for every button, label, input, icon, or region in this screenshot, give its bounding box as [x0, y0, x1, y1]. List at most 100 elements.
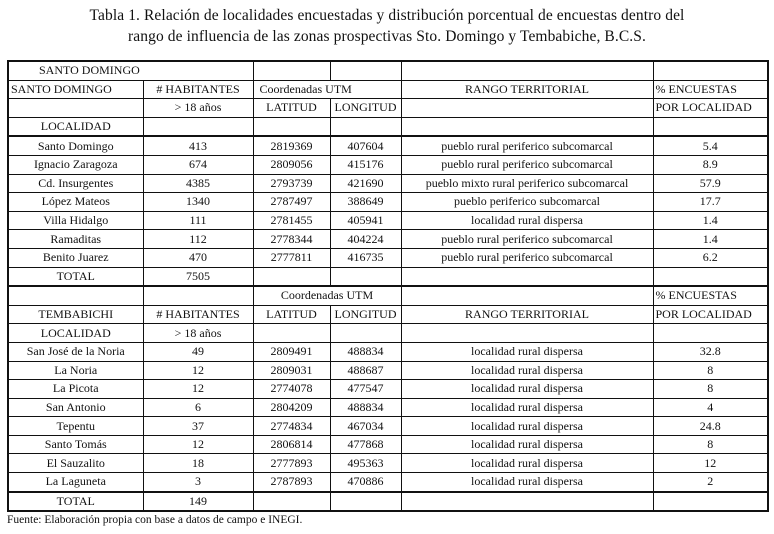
cell-longitud: 488687 [329, 360, 402, 381]
cell-longitud: 477868 [329, 434, 402, 455]
cell-encuestas: 8.9 [652, 154, 769, 175]
cell-encuestas: 57.9 [652, 173, 769, 194]
cell-encuestas: 2 [652, 472, 769, 493]
cell-rango: pueblo periferico subcomarcal [400, 192, 654, 212]
table-row: Santo Domingo 413 2819369 407604 pueblo rura… [7, 135, 769, 156]
cell-longitud: 467034 [329, 416, 402, 436]
table-row: Santo Tomás 12 2806814 477868 localidad rura… [7, 434, 769, 455]
total-value: 7505 [142, 266, 254, 288]
source-note: Fuente: Elaboración propia con base a da… [7, 514, 303, 526]
cell-habitantes: 12 [142, 434, 254, 455]
cell-habitantes: 37 [142, 416, 254, 436]
cell-habitantes: 112 [142, 229, 254, 249]
cell-rango: localidad rural dispersa [400, 210, 654, 231]
cell-habitantes: 12 [142, 360, 254, 381]
cell-rango: localidad rural dispersa [400, 472, 654, 493]
cell-latitud: 2774078 [252, 379, 331, 399]
cell-habitantes: 470 [142, 247, 254, 268]
header-coordenadas: Coordenadas UTM [252, 285, 402, 306]
header-coordenadas: Coordenadas UTM [252, 79, 402, 100]
cell-latitud: 2806814 [252, 434, 331, 455]
cell-encuestas: 1.4 [652, 229, 769, 249]
localities-table: SANTO DOMINGO SANTO DOMINGO # HABITANTES… [7, 60, 769, 513]
cell-encuestas: 1.4 [652, 210, 769, 231]
total-row: TOTAL 149 [7, 491, 769, 512]
cell-rango: localidad rural dispersa [400, 360, 654, 381]
cell-localidad: Santo Tomás [7, 434, 144, 455]
header-por-localidad: POR LOCALIDAD [652, 304, 769, 325]
table-row: La Laguneta 3 2787893 470886 localidad rural… [7, 472, 769, 493]
cell-longitud: 388649 [329, 192, 402, 212]
header-encuestas: % ENCUESTAS [652, 79, 769, 100]
cell-rango: localidad rural dispersa [400, 416, 654, 436]
cell-latitud: 2809491 [252, 341, 331, 362]
cell-habitantes: 413 [142, 135, 254, 156]
cell-latitud: 2819369 [252, 135, 331, 156]
cell-habitantes: 674 [142, 154, 254, 175]
cell-encuestas: 8 [652, 360, 769, 381]
header-rango: RANGO TERRITORIAL [400, 79, 654, 100]
header-longitud: LONGITUD [329, 98, 402, 118]
cell-longitud: 416735 [329, 247, 402, 268]
cell-habitantes: 6 [142, 397, 254, 418]
header-row: LOCALIDAD > 18 años [7, 323, 769, 343]
cell-localidad: Santo Domingo [7, 135, 144, 156]
total-label: TOTAL [7, 266, 144, 288]
cell-longitud: 488834 [329, 397, 402, 418]
cell-latitud: 2774834 [252, 416, 331, 436]
cell-latitud: 2804209 [252, 397, 331, 418]
caption-line-2: rango de influencia de las zonas prospec… [128, 28, 646, 45]
cell-rango: localidad rural dispersa [400, 341, 654, 362]
cell-localidad: López Mateos [7, 192, 144, 212]
cell-latitud: 2781455 [252, 210, 331, 231]
cell-encuestas: 24.8 [652, 416, 769, 436]
header-row: SANTO DOMINGO # HABITANTES Coordenadas U… [7, 79, 769, 100]
cell-localidad: Ramaditas [7, 229, 144, 249]
cell-habitantes: 12 [142, 379, 254, 399]
cell-localidad: Tepentu [7, 416, 144, 436]
header-rango: RANGO TERRITORIAL [400, 304, 654, 325]
table-row: San José de la Noria 49 2809491 488834 local… [7, 341, 769, 362]
cell-longitud: 470886 [329, 472, 402, 493]
header-por-localidad: POR LOCALIDAD [652, 98, 769, 118]
table-row: Ignacio Zaragoza 674 2809056 415176 pueblo r… [7, 154, 769, 175]
cell-localidad: La Laguneta [7, 472, 144, 493]
cell-encuestas: 12 [652, 453, 769, 474]
cell-latitud: 2809031 [252, 360, 331, 381]
header-habitantes: # HABITANTES [142, 79, 254, 100]
cell-encuestas: 5.4 [652, 135, 769, 156]
cell-encuestas: 32.8 [652, 341, 769, 362]
cell-rango: pueblo rural periferico subcomarcal [400, 154, 654, 175]
cell-latitud: 2787497 [252, 192, 331, 212]
cell-habitantes: 3 [142, 472, 254, 493]
cell-habitantes: 4385 [142, 173, 254, 194]
cell-localidad: Cd. Insurgentes [7, 173, 144, 194]
header-localidad: LOCALIDAD [7, 116, 144, 138]
section-label: SANTO DOMINGO [7, 60, 254, 81]
cell-rango: localidad rural dispersa [400, 453, 654, 474]
table-row: San Antonio 6 2804209 488834 localidad rural… [7, 397, 769, 418]
cell-rango: localidad rural dispersa [400, 434, 654, 455]
table-row: El Sauzalito 18 2777893 495363 localidad rur… [7, 453, 769, 474]
cell-latitud: 2793739 [252, 173, 331, 194]
header-zone: SANTO DOMINGO [7, 79, 144, 100]
cell-longitud: 404224 [329, 229, 402, 249]
cell-longitud: 488834 [329, 341, 402, 362]
cell-latitud: 2787893 [252, 472, 331, 493]
header-row: TEMBABICHI # HABITANTES LATITUD LONGITUD… [7, 304, 769, 325]
header-zone: TEMBABICHI [7, 304, 144, 325]
total-label: TOTAL [7, 491, 144, 512]
cell-encuestas: 6.2 [652, 247, 769, 268]
cell-localidad: Benito Juarez [7, 247, 144, 268]
header-row: LOCALIDAD [7, 116, 769, 138]
header-localidad: LOCALIDAD [7, 323, 144, 343]
cell-habitantes: 1340 [142, 192, 254, 212]
cell-localidad: La Picota [7, 379, 144, 399]
header-mayores: > 18 años [142, 323, 254, 343]
cell-habitantes: 111 [142, 210, 254, 231]
header-latitud: LATITUD [252, 304, 331, 325]
cell-longitud: 415176 [329, 154, 402, 175]
table-row: Tepentu 37 2774834 467034 localidad rural di… [7, 416, 769, 436]
cell-localidad: Villa Hidalgo [7, 210, 144, 231]
cell-localidad: San Antonio [7, 397, 144, 418]
